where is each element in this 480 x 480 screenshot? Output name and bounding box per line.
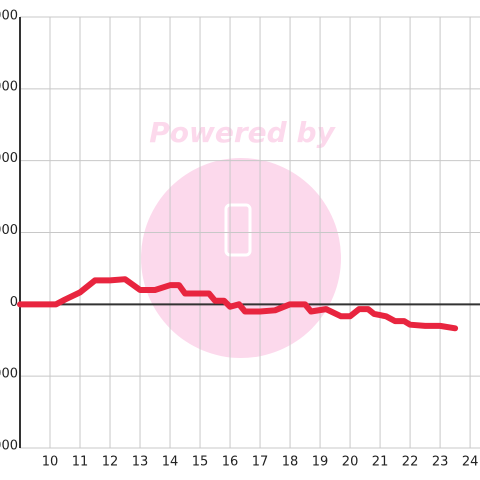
x-tick-label: 10: [42, 455, 59, 470]
watermark: Powered by: [141, 116, 341, 358]
x-tick-label: 19: [312, 455, 329, 470]
x-tick-label: 23: [432, 455, 449, 470]
x-tick-label: 14: [162, 455, 179, 470]
watermark-icon: [224, 203, 252, 257]
x-tick-label: 11: [72, 455, 89, 470]
x-tick-label: 16: [222, 455, 239, 470]
line-series: [17, 276, 459, 332]
y-tick-label: 3,000: [0, 223, 18, 238]
watermark-text: Powered by: [149, 116, 336, 149]
x-tick-label: 12: [102, 455, 119, 470]
x-tick-label: 22: [402, 455, 419, 470]
y-tick-label: 12,000: [0, 9, 18, 24]
x-tick-label: 18: [282, 455, 299, 470]
y-tick-label: -3,000: [0, 367, 18, 382]
x-tick-label: 24: [462, 455, 479, 470]
x-tick-label: 17: [252, 455, 269, 470]
y-tick-label: 6,000: [0, 151, 18, 166]
x-tick-label: 21: [372, 455, 389, 470]
y-tick-label: 9,000: [0, 79, 18, 94]
x-tick-label: 15: [192, 455, 209, 470]
x-tick-label: 20: [342, 455, 359, 470]
watermark-logo: [141, 158, 341, 358]
y-tick-label: -6,000: [0, 439, 18, 454]
x-tick-label: 13: [132, 455, 149, 470]
y-tick-label: 0: [10, 295, 18, 310]
